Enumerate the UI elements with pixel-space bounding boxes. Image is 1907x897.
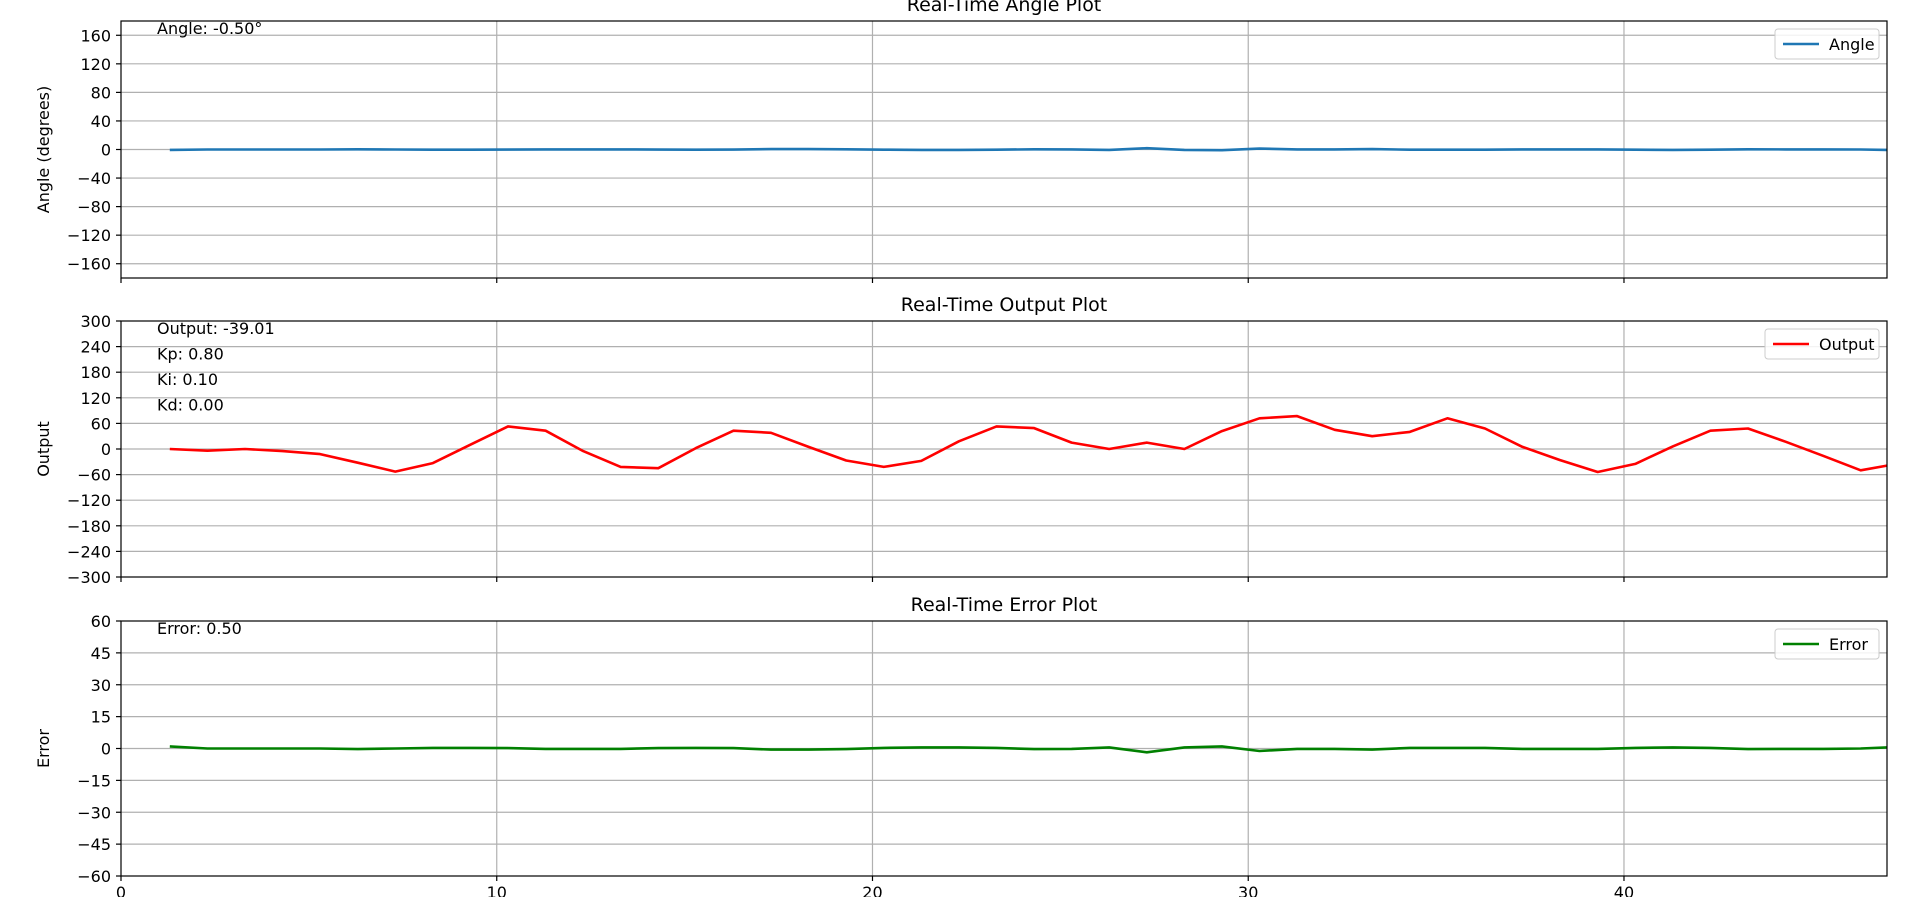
annotation-error: Error: 0.50 xyxy=(157,619,242,638)
y-tick-label: −15 xyxy=(77,771,111,790)
legend-box xyxy=(1774,628,1880,660)
y-tick-label: 45 xyxy=(91,644,111,663)
y-tick-label: 40 xyxy=(91,112,111,131)
chart-title: Real-Time Error Plot xyxy=(911,594,1098,616)
y-tick-label: 160 xyxy=(80,26,111,45)
y-tick-label: 0 xyxy=(101,740,111,759)
y-tick-label: −45 xyxy=(77,835,111,854)
y-tick-label: 60 xyxy=(91,612,111,631)
x-tick-label: 40 xyxy=(1614,883,1634,897)
subplot-angle-degrees-0: −160 −120 −80 −40 0 40 80 120 160 Real-Time Angle… xyxy=(34,0,1888,283)
axes-frame xyxy=(120,320,1888,578)
series-line-error xyxy=(169,745,1888,754)
y-tick-label: 60 xyxy=(91,414,111,433)
y-tick-label: 240 xyxy=(80,338,111,357)
axes-frame xyxy=(120,620,1888,877)
annotation-angle: Angle: -0.50° xyxy=(157,19,262,38)
y-tick-label: −40 xyxy=(77,169,111,188)
y-tick-label: 0 xyxy=(101,440,111,459)
y-tick-label: 15 xyxy=(91,708,111,727)
legend-box xyxy=(1764,328,1880,360)
y-tick-label: −240 xyxy=(67,542,111,561)
axes-frame xyxy=(120,20,1888,279)
legend-label-angle: Angle xyxy=(1829,35,1875,54)
legend: Error xyxy=(1774,628,1880,660)
annotation-kd: Kd: 0.00 xyxy=(157,396,224,415)
y-tick-label: −180 xyxy=(67,517,111,536)
y-tick-label: 120 xyxy=(80,55,111,74)
legend-label-output: Output xyxy=(1819,335,1875,354)
legend: Output xyxy=(1764,328,1880,360)
y-tick-label: 120 xyxy=(80,389,111,408)
y-axis-label: Output xyxy=(34,421,53,477)
series-line-angle xyxy=(169,146,1888,152)
x-tick-label: 0 xyxy=(116,883,126,897)
x-tick-label: 10 xyxy=(487,883,507,897)
y-axis-label: Angle (degrees) xyxy=(34,86,53,214)
y-tick-label: 180 xyxy=(80,363,111,382)
y-tick-label: −30 xyxy=(77,803,111,822)
x-tick-label: 20 xyxy=(862,883,882,897)
y-tick-label: 300 xyxy=(80,312,111,331)
y-tick-label: 0 xyxy=(101,141,111,160)
annotation-ki: Ki: 0.10 xyxy=(157,370,218,389)
y-tick-label: 80 xyxy=(91,83,111,102)
legend: Angle xyxy=(1774,28,1880,60)
legend-box xyxy=(1774,28,1880,60)
y-tick-label: −120 xyxy=(67,491,111,510)
subplot-output-1: −300 −240 −180 −120 −60 0 60 120 180 240 300 Real-T… xyxy=(34,294,1888,587)
y-tick-label: 30 xyxy=(91,676,111,695)
chart-title: Real-Time Output Plot xyxy=(901,294,1107,316)
series-line-output xyxy=(169,414,1888,474)
y-axis-label: Error xyxy=(34,729,53,768)
legend-label-error: Error xyxy=(1829,635,1868,654)
y-tick-label: −120 xyxy=(67,226,111,245)
annotation-output: Output: -39.01 xyxy=(157,319,275,338)
y-tick-label: −60 xyxy=(77,466,111,485)
x-tick-label: 30 xyxy=(1238,883,1258,897)
annotation-kp: Kp: 0.80 xyxy=(157,345,224,364)
y-tick-label: −300 xyxy=(67,568,111,587)
chart-title: Real-Time Angle Plot xyxy=(907,0,1102,16)
y-tick-label: −160 xyxy=(67,255,111,274)
subplot-error-2: 0 10 20 30 40 −60 −45 −30 −15 0 15 30 45 60 Real-Time … xyxy=(34,594,1888,897)
y-tick-label: −60 xyxy=(77,867,111,886)
y-tick-label: −80 xyxy=(77,198,111,217)
